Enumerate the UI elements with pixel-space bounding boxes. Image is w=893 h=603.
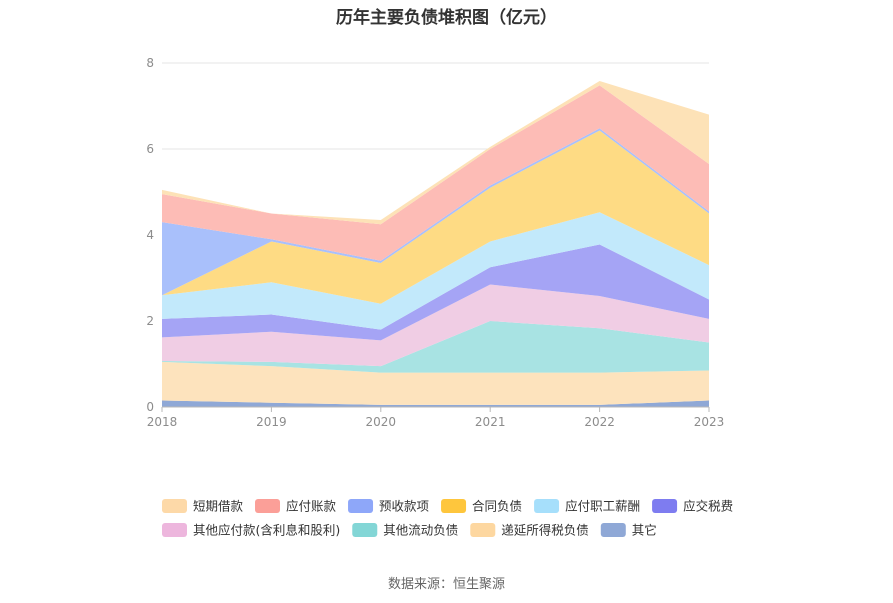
- legend-swatch: [255, 499, 281, 513]
- legend-item[interactable]: 其它: [600, 523, 657, 538]
- legend-label: 递延所得税负债: [501, 523, 589, 538]
- legend-item[interactable]: 合同负债: [441, 499, 522, 514]
- legend-item[interactable]: 其他流动负债: [352, 523, 458, 538]
- legend-item[interactable]: 其他应付款(含利息和股利): [162, 523, 340, 538]
- x-tick-label: 2023: [694, 415, 725, 429]
- legend-label: 预收款项: [379, 499, 429, 514]
- axes: 0 2 4 6 8 2018 2019 2020 2021 2022 2023: [146, 56, 724, 429]
- legend-swatch: [162, 523, 187, 537]
- x-tick-label: 2018: [147, 415, 178, 429]
- x-tick-label: 2022: [584, 415, 615, 429]
- y-tick-label: 8: [146, 56, 154, 70]
- area-series: [162, 321, 709, 373]
- legend-swatch: [441, 499, 467, 513]
- area-series: [162, 212, 709, 330]
- legend-item[interactable]: 应交税费: [652, 499, 733, 514]
- legend-label: 其他应付款(含利息和股利): [193, 523, 340, 538]
- legend-item[interactable]: 递延所得税负债: [470, 523, 589, 538]
- legend-swatch: [162, 499, 187, 513]
- legend-label: 合同负债: [472, 499, 522, 514]
- x-tick-label: 2021: [475, 415, 506, 429]
- legend-label: 应付职工薪酬: [565, 499, 640, 514]
- legend-item[interactable]: 短期借款: [162, 499, 244, 514]
- legend-label: 应交税费: [683, 499, 733, 514]
- area-series: [162, 130, 709, 304]
- x-tick-label: 2019: [256, 415, 287, 429]
- area-series: [162, 284, 709, 367]
- area-series: [162, 85, 709, 261]
- data-source-note: 数据来源：恒生聚源: [387, 577, 505, 592]
- legend-swatch: [348, 499, 374, 513]
- legend-label: 其他流动负债: [383, 523, 458, 538]
- legend-item[interactable]: 预收款项: [348, 499, 429, 514]
- y-tick-label: 2: [146, 314, 154, 328]
- legend-label: 其它: [632, 523, 657, 538]
- legend-swatch: [600, 523, 626, 537]
- legend-swatch: [652, 499, 678, 513]
- legend-swatch: [534, 499, 560, 513]
- y-tick-label: 0: [146, 400, 154, 414]
- y-tick-label: 4: [146, 228, 154, 242]
- legend-item[interactable]: 应付账款: [255, 499, 337, 514]
- legend-label: 短期借款: [193, 499, 244, 514]
- area-series: [162, 400, 709, 407]
- legend-swatch: [352, 523, 378, 537]
- area-series: [162, 244, 709, 341]
- y-tick-label: 6: [146, 142, 154, 156]
- legend-label: 应付账款: [286, 499, 337, 514]
- legend-swatch: [470, 523, 496, 537]
- legend-item[interactable]: 应付职工薪酬: [534, 499, 640, 514]
- chart-title: 历年主要负债堆积图（亿元）: [336, 8, 557, 28]
- area-series-layer: [162, 81, 709, 407]
- x-tick-label: 2020: [366, 415, 397, 429]
